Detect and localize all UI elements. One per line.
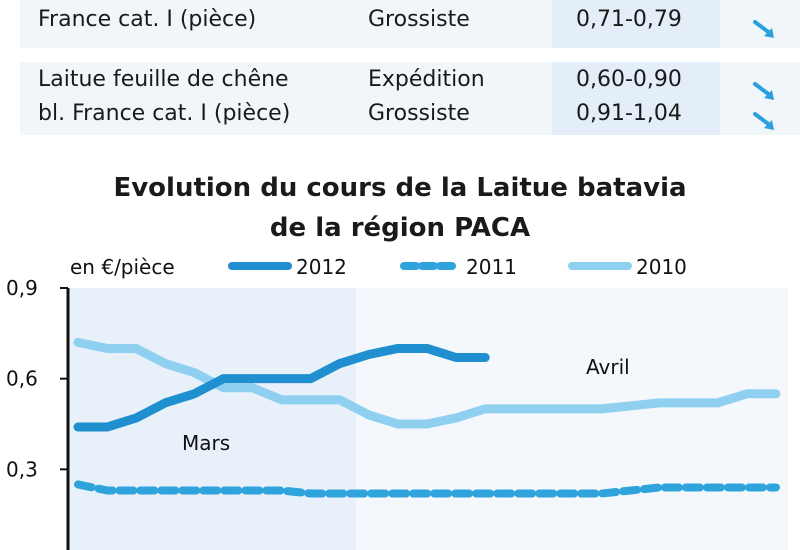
row-separator [20, 48, 800, 62]
table-row-price: 0,71-0,79 [576, 7, 682, 32]
table-row-price: 0,60-0,90 [576, 67, 682, 92]
trend-down-icon [753, 112, 774, 130]
table-row-stage: Grossiste [368, 7, 470, 32]
table-row-stage: Expédition [368, 67, 485, 92]
series-line-2011 [74, 480, 780, 498]
table-row-stage: Grossiste [368, 101, 470, 126]
y-tick-label: 0,0 [6, 548, 38, 550]
chart-subtitle: de la région PACA [269, 213, 531, 243]
annotation-mars: Mars [182, 431, 230, 455]
series-line-2010 [73, 337, 781, 429]
table-row-product: bl. France cat. I (pièce) [38, 101, 291, 126]
price-column-band [552, 0, 720, 135]
table-row-product: Laitue feuille de chêne [38, 67, 289, 92]
trend-down-icon [753, 20, 774, 38]
series-line-2012 [73, 343, 490, 432]
table-row-product: France cat. I (pièce) [38, 7, 257, 32]
legend-label-2012: 2012 [296, 255, 347, 279]
y-axis-label: en €/pièce [70, 255, 175, 279]
y-tick-label: 0,9 [6, 276, 38, 300]
trend-down-icon [753, 82, 774, 100]
legend-label-2010: 2010 [636, 255, 687, 279]
table-row-price: 0,91-1,04 [576, 101, 682, 126]
y-tick-label: 0,3 [6, 457, 38, 481]
march-shaded-region [68, 288, 356, 550]
chart-title: Evolution du cours de la Laitue batavia [113, 173, 687, 203]
annotation-avril: Avril [586, 355, 630, 379]
april-region [356, 288, 788, 550]
y-tick-label: 0,6 [6, 367, 38, 391]
line-chart: 0,9 0,6 0,3 0,0 en €/pièce 2012 2011 2010 M… [6, 255, 788, 550]
legend-label-2011: 2011 [466, 255, 517, 279]
price-table: France cat. I (pièce) Grossiste 0,71-0,7… [0, 0, 800, 142]
